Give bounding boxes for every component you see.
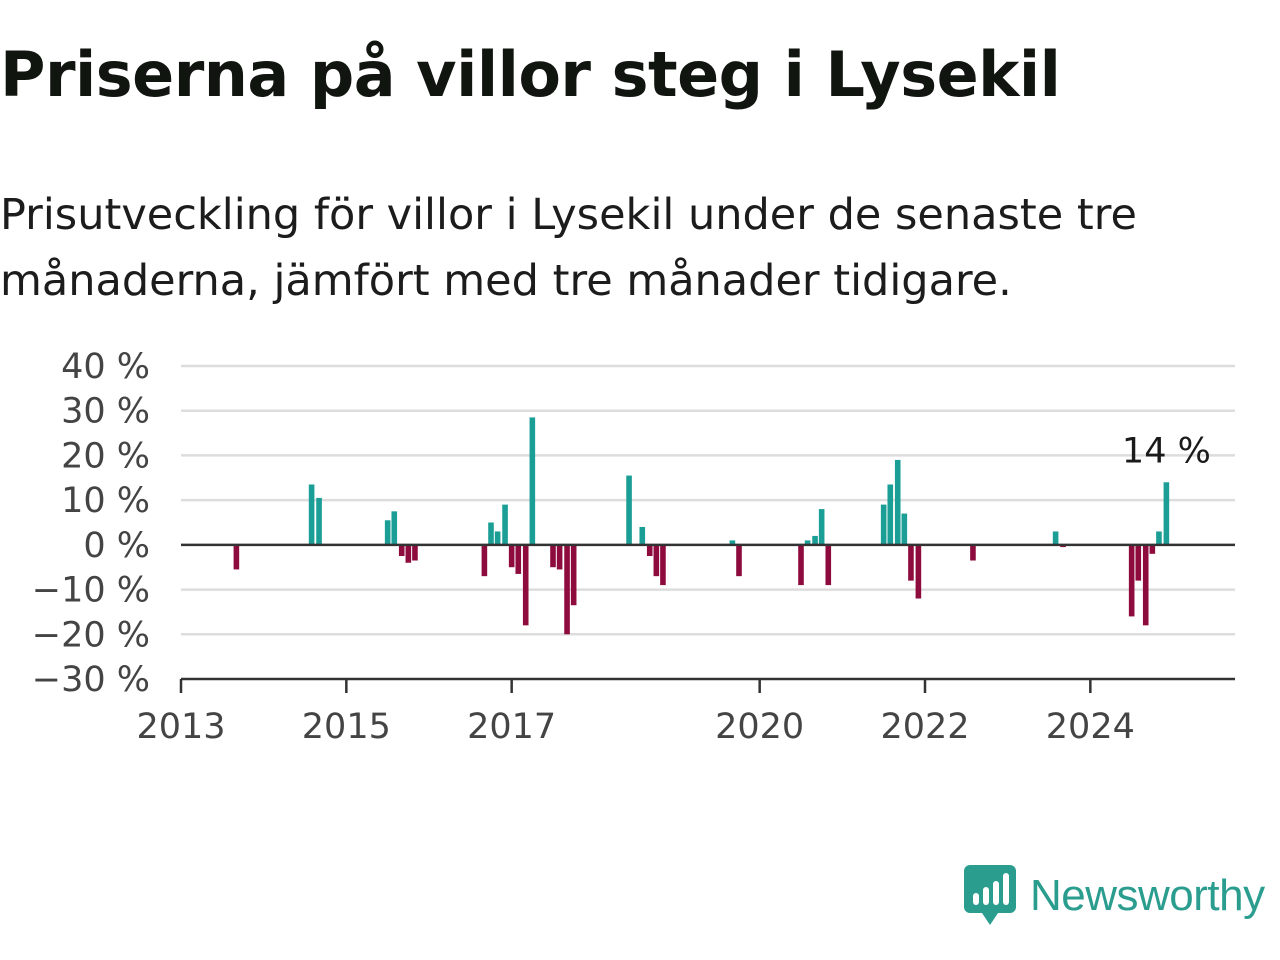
bar <box>391 511 398 545</box>
bar <box>1163 482 1170 545</box>
bar <box>488 522 494 545</box>
brand-name: Newsworthy <box>1030 871 1265 920</box>
y-tick-label: −30 % <box>32 660 150 700</box>
bar <box>384 520 391 545</box>
bar <box>522 544 529 626</box>
y-tick-label: 0 % <box>83 526 150 566</box>
bar <box>308 484 315 545</box>
y-tick-label: −10 % <box>32 571 150 611</box>
bar <box>515 544 522 574</box>
bar <box>639 526 646 545</box>
bar <box>1149 544 1156 554</box>
x-tick-label: 2015 <box>302 707 391 747</box>
bar <box>1135 544 1142 581</box>
bar <box>798 544 804 586</box>
bar <box>233 544 240 570</box>
y-tick-label: 20 % <box>61 436 150 476</box>
bar <box>901 513 908 545</box>
y-tick-label: 30 % <box>61 392 150 432</box>
bar <box>481 544 488 577</box>
bar <box>825 544 832 586</box>
bar <box>915 544 922 599</box>
bar <box>646 544 653 557</box>
x-tick-label: 2020 <box>715 707 804 747</box>
newsworthy-logo-icon <box>964 865 1016 925</box>
y-tick-label: 10 % <box>61 481 150 521</box>
chart-title: Priserna på villor steg i Lysekil <box>0 38 1061 111</box>
bar <box>908 544 914 581</box>
tick-labels: 40 % 30 %20 % 10 % 0 % −10 %−20 % −30 % 2013 20… <box>32 347 1211 747</box>
bar <box>405 544 412 563</box>
x-tick-label: 2017 <box>467 707 556 747</box>
bars <box>233 417 1170 635</box>
bar <box>729 540 736 545</box>
bar <box>529 417 536 545</box>
bar-chart: 40 % 30 %20 % 10 % 0 % −10 %−20 % −30 % 2013 20… <box>32 347 1235 747</box>
x-tick-label: 2024 <box>1046 707 1135 747</box>
bar <box>494 531 501 545</box>
bar <box>736 544 742 577</box>
bar <box>564 544 570 635</box>
chart-subtitle: Prisutveckling för villor i Lysekil unde… <box>0 190 1137 306</box>
bar <box>556 544 563 570</box>
bar <box>653 544 660 577</box>
bar <box>1052 531 1059 545</box>
last-value-annotation: 14 % <box>1122 431 1211 471</box>
bar <box>1156 531 1162 545</box>
bar <box>398 544 405 557</box>
bar <box>804 540 811 545</box>
bar <box>894 459 901 545</box>
bar <box>1142 544 1149 626</box>
gridlines <box>181 364 1235 636</box>
axes <box>179 543 1235 693</box>
bar <box>412 544 418 561</box>
x-tick-label: 2022 <box>880 707 969 747</box>
bar <box>316 497 322 545</box>
brand-logo: Newsworthy <box>964 864 1265 928</box>
bar <box>508 544 515 568</box>
bar <box>880 504 887 545</box>
bar <box>502 504 508 545</box>
bar <box>887 484 894 545</box>
bar <box>570 544 577 606</box>
bar <box>970 544 976 561</box>
bar <box>812 535 818 545</box>
bar <box>1128 544 1135 617</box>
x-tick-label: 2013 <box>136 707 225 747</box>
y-tick-label: −20 % <box>32 615 150 655</box>
y-tick-label: 40 % <box>61 347 150 387</box>
bar <box>550 544 556 568</box>
bar <box>660 544 666 586</box>
bar <box>626 475 632 545</box>
bar <box>818 509 825 545</box>
